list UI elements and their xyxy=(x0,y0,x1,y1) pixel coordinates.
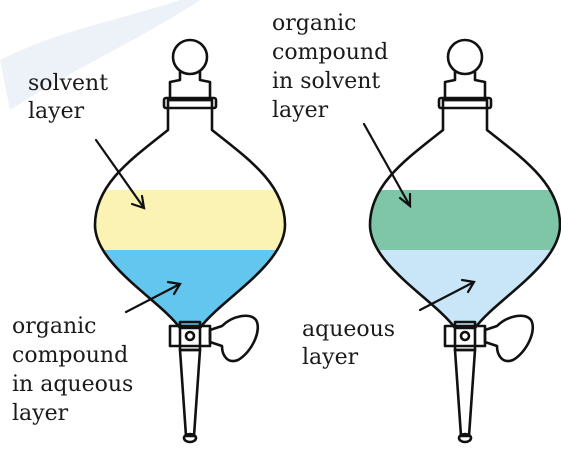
right-stem-tip xyxy=(457,432,473,444)
left-stopcock-hole xyxy=(184,330,196,342)
left-bottom-arrow xyxy=(124,282,182,314)
left-solvent-layer xyxy=(95,190,285,250)
right-stopcock-handle xyxy=(483,314,534,363)
right-neck-ring xyxy=(437,96,493,110)
left-stopper-neck xyxy=(168,70,212,102)
left-top-arrow xyxy=(94,138,146,210)
left-funnel: solvent layer organic compound in aqueou… xyxy=(12,38,287,444)
left-stopcock-handle xyxy=(208,314,259,363)
right-bottom-label: aqueous layer xyxy=(302,317,402,370)
left-bottom-label: organic compound in aqueous layer xyxy=(12,314,140,426)
right-stopper-neck xyxy=(443,70,487,102)
right-top-arrow xyxy=(362,122,412,208)
right-stopcock-hole xyxy=(459,330,471,342)
right-funnel: organic compound in solvent layer aqueou… xyxy=(272,11,561,444)
right-solvent-layer xyxy=(370,190,560,250)
left-neck-ring xyxy=(162,96,218,110)
right-bottom-arrow xyxy=(418,280,476,312)
right-stem xyxy=(453,348,477,438)
left-stem-tip xyxy=(182,432,198,444)
right-stopper-ball xyxy=(446,38,484,76)
left-top-label: solvent layer xyxy=(28,71,115,124)
right-top-label: organic compound in solvent layer xyxy=(272,11,395,123)
left-stem xyxy=(178,348,202,438)
left-stopper-ball xyxy=(171,38,209,76)
watermark xyxy=(0,0,200,110)
